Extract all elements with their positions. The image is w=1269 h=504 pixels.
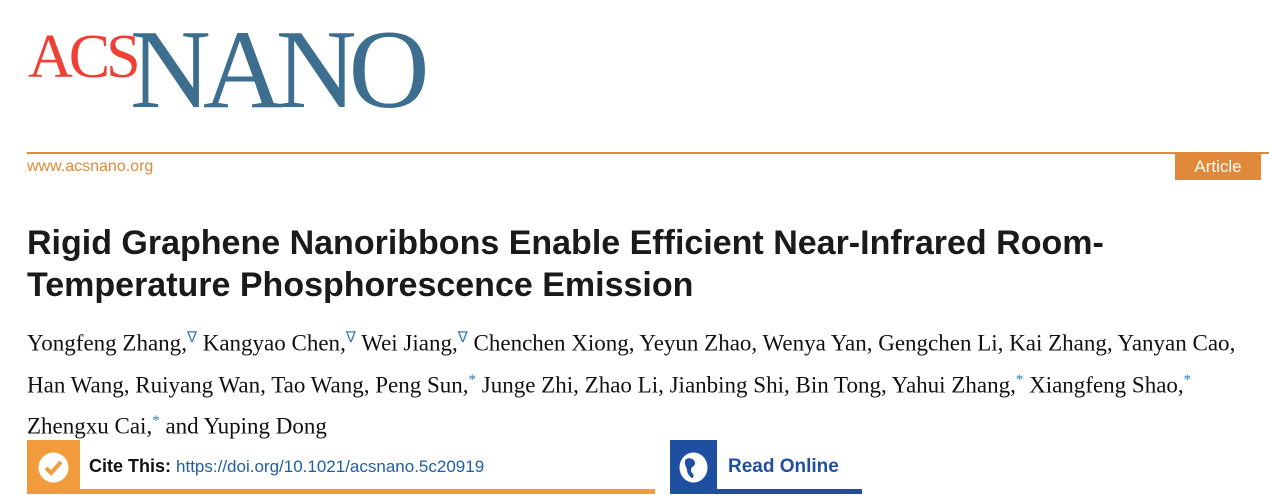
- corresponding-author-marker[interactable]: *: [1183, 371, 1192, 388]
- author-name[interactable]: Tao Wang: [271, 372, 364, 398]
- author-name[interactable]: Yuping Dong: [203, 413, 327, 439]
- author-name[interactable]: Bin Tong: [795, 372, 881, 398]
- logo-nano: NANO: [130, 8, 430, 132]
- author-name[interactable]: Yongfeng Zhang: [27, 330, 182, 356]
- author-name[interactable]: Jianbing Shi: [669, 372, 784, 398]
- author-name[interactable]: Kai Zhang: [1009, 330, 1107, 356]
- equal-contribution-marker[interactable]: ∇: [345, 330, 356, 346]
- journal-url[interactable]: www.acsnano.org: [27, 158, 154, 175]
- author-name[interactable]: Gengchen Li: [878, 330, 998, 356]
- paper-title: Rigid Graphene Nanoribbons Enable Effici…: [27, 224, 1104, 304]
- read-online-label: Read Online: [728, 456, 839, 477]
- doi-link[interactable]: https://doi.org/10.1021/acsnano.5c20919: [176, 457, 485, 476]
- author-name[interactable]: Junge Zhi: [481, 372, 574, 398]
- logo-acs: ACS: [28, 23, 141, 91]
- corresponding-author-marker[interactable]: *: [468, 371, 477, 388]
- checkmark-icon: [27, 440, 80, 494]
- author-name[interactable]: Peng Sun: [375, 372, 463, 398]
- author-name[interactable]: Zhao Li: [584, 372, 659, 398]
- journal-logo: ACS NANO: [28, 8, 448, 132]
- author-name[interactable]: Yahui Zhang: [891, 372, 1011, 398]
- equal-contribution-marker[interactable]: ∇: [186, 330, 197, 346]
- author-name[interactable]: Han Wang: [27, 372, 124, 398]
- article-type-badge: Article: [1175, 154, 1261, 180]
- cite-this-box: Cite This: https://doi.org/10.1021/acsna…: [27, 440, 655, 494]
- author-name[interactable]: Wenya Yan: [762, 330, 867, 356]
- corresponding-author-marker[interactable]: *: [1015, 371, 1024, 388]
- author-name[interactable]: Zhengxu Cai: [27, 413, 147, 439]
- author-name[interactable]: Chenchen Xiong: [473, 330, 629, 356]
- read-online-button[interactable]: Read Online: [670, 440, 862, 494]
- equal-contribution-marker[interactable]: ∇: [457, 330, 468, 346]
- author-name[interactable]: Yeyun Zhao: [639, 330, 752, 356]
- author-name[interactable]: Xiangfeng Shao: [1029, 372, 1178, 398]
- corresponding-author-marker[interactable]: *: [152, 413, 160, 430]
- author-name[interactable]: Yanyan Cao: [1117, 330, 1230, 356]
- author-name[interactable]: Ruiyang Wan: [135, 372, 261, 398]
- author-list: Yongfeng Zhang,∇ Kangyao Chen,∇ Wei Jian…: [27, 330, 1236, 439]
- header-rule: [27, 152, 1269, 154]
- author-name[interactable]: Wei Jiang: [361, 330, 452, 356]
- globe-icon: [670, 440, 717, 494]
- author-name[interactable]: Kangyao Chen: [202, 330, 341, 356]
- cite-label: Cite This:: [89, 456, 172, 476]
